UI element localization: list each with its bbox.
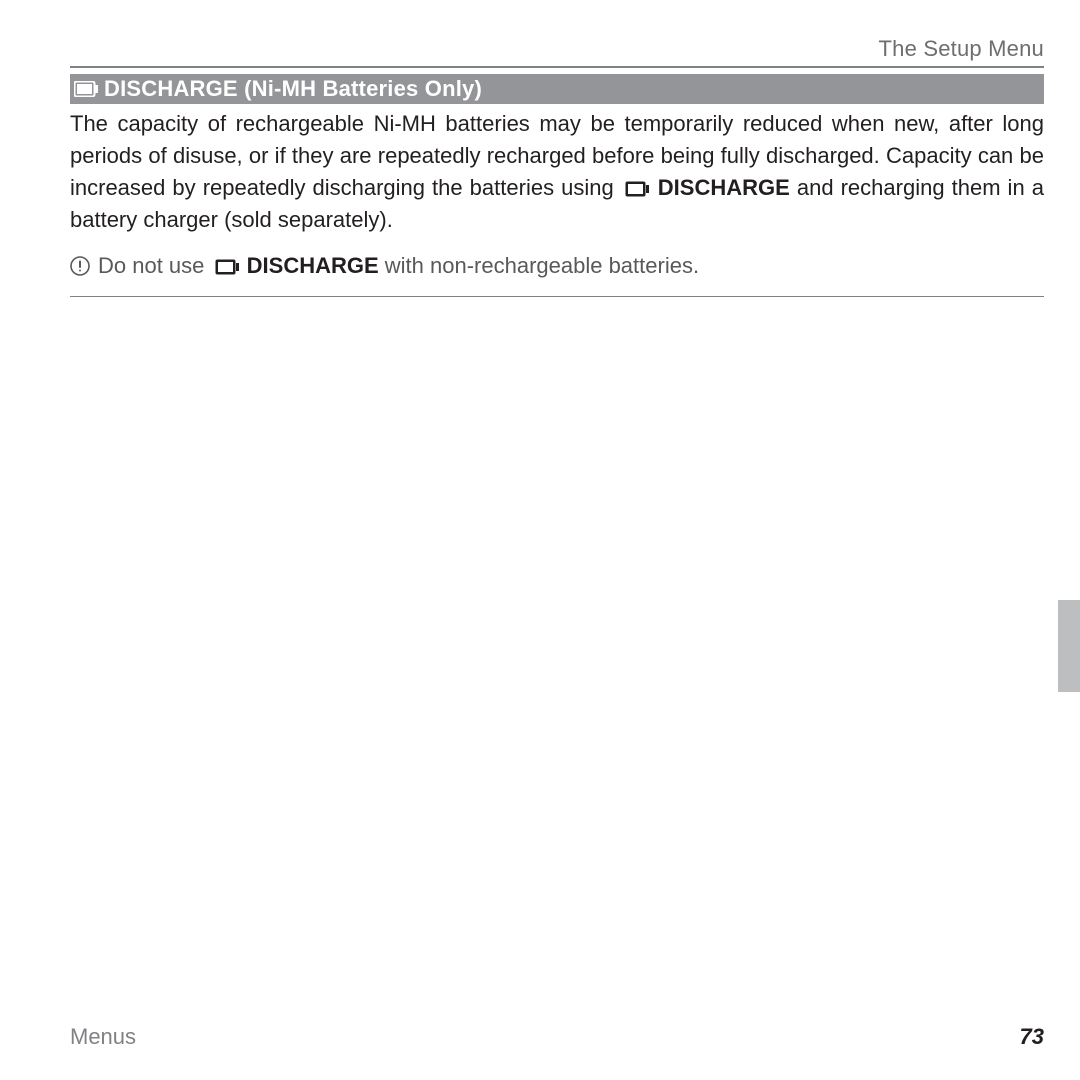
battery-icon (215, 259, 239, 275)
note-text-a: Do not use (98, 253, 211, 278)
discharge-label: DISCHARGE (247, 253, 379, 278)
caution-icon (70, 253, 90, 285)
page-footer: Menus 73 (70, 1024, 1044, 1050)
manual-page: The Setup Menu DISCHARGE (Ni-MH Batterie… (0, 0, 1080, 1080)
footer-section: Menus (70, 1024, 136, 1050)
section-body: The capacity of rechargeable Ni-MH batte… (70, 108, 1044, 236)
note-text-b: with non-rechargeable batteries. (379, 253, 699, 278)
page-header: The Setup Menu (70, 36, 1044, 62)
page-number: 73 (1020, 1024, 1044, 1050)
caution-note: Do not use DISCHARGE with non-rechargeab… (70, 250, 1044, 298)
battery-icon (74, 81, 98, 97)
thumb-tab (1058, 600, 1080, 692)
header-rule (70, 66, 1044, 68)
discharge-label: DISCHARGE (658, 175, 790, 200)
section-title-text: DISCHARGE (Ni-MH Batteries Only) (104, 76, 482, 102)
battery-icon (625, 181, 649, 197)
section-title-bar: DISCHARGE (Ni-MH Batteries Only) (70, 74, 1044, 104)
